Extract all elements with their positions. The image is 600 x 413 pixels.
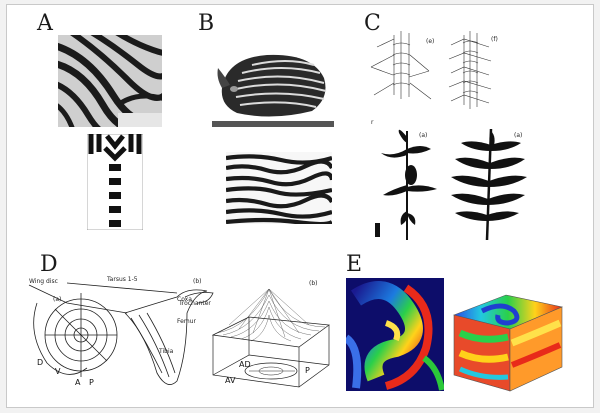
figure-frame: A B C D E — [6, 4, 594, 408]
svg-text:A: A — [75, 378, 81, 387]
panel-label-c: C — [364, 11, 381, 36]
svg-text:(a): (a) — [419, 132, 427, 139]
helical-mesh-f — [448, 31, 492, 109]
zebra-photo — [58, 35, 162, 127]
svg-text:(a): (a) — [53, 296, 61, 303]
panel-label-b: B — [198, 11, 215, 36]
panel-label-d: D — [40, 252, 58, 277]
scroll-wave-3d-cube — [453, 294, 563, 392]
svg-text:Wing disc: Wing disc — [29, 278, 58, 285]
svg-text:Tarsus 1-5: Tarsus 1-5 — [106, 276, 138, 283]
svg-text:P: P — [305, 366, 310, 375]
leaf-drawing-right: (a) — [451, 128, 527, 241]
svg-text:(b): (b) — [309, 280, 318, 287]
tag-f: (f) — [491, 36, 498, 43]
svg-text:V: V — [55, 367, 61, 376]
insect-leg-diagram: Wing disc Tarsus 1-5 (a) (b) Trochanter … — [28, 276, 214, 387]
panel-label-e: E — [346, 252, 363, 277]
svg-text:Trochanter: Trochanter — [178, 300, 211, 307]
svg-text:AV: AV — [225, 376, 236, 385]
helical-mesh-e — [370, 31, 432, 100]
spiral-wave-2d — [346, 278, 444, 391]
svg-text:D: D — [37, 358, 43, 367]
svg-text:Coxa: Coxa — [177, 296, 192, 303]
phyllotaxis-models: (e) (f) r (a) (a) — [370, 31, 527, 241]
svg-text:(a): (a) — [514, 132, 522, 139]
fragment-r: r — [371, 119, 374, 126]
svg-text:AD: AD — [239, 360, 251, 369]
positional-field-surface: (b) AD AV P — [211, 280, 330, 388]
labyrinth-stripe-pattern — [226, 152, 332, 224]
tag-e: (e) — [426, 38, 434, 45]
stripe-pattern-diagram — [87, 134, 143, 230]
svg-text:(b): (b) — [193, 278, 202, 285]
svg-text:P: P — [89, 378, 94, 387]
angelfish-photo — [212, 43, 334, 127]
svg-text:Tibia: Tibia — [158, 348, 174, 355]
panel-label-a: A — [37, 11, 53, 36]
leaf-drawing-left: (a) — [375, 129, 437, 240]
